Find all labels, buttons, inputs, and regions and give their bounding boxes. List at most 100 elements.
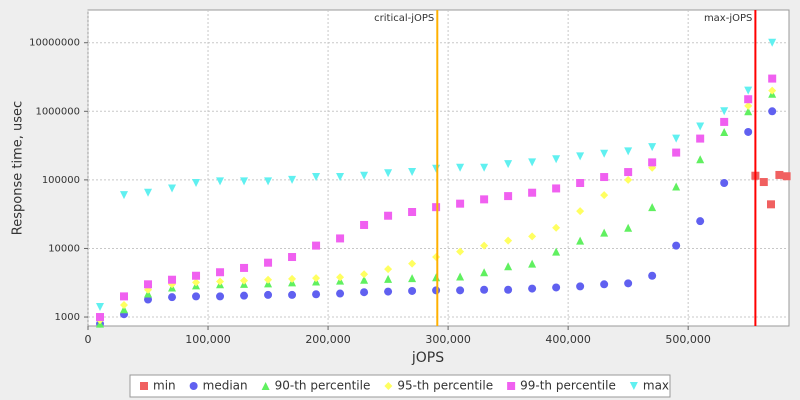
marker bbox=[720, 117, 729, 126]
marker bbox=[552, 155, 561, 164]
marker bbox=[552, 223, 561, 232]
marker bbox=[408, 286, 417, 295]
marker bbox=[408, 274, 417, 283]
marker bbox=[360, 220, 369, 229]
marker bbox=[672, 241, 681, 250]
x-tick-label: 100,000 bbox=[185, 333, 231, 346]
marker bbox=[720, 107, 729, 116]
marker bbox=[336, 173, 345, 182]
marker bbox=[600, 173, 609, 182]
marker bbox=[192, 271, 201, 280]
marker bbox=[576, 236, 585, 245]
marker bbox=[504, 160, 513, 169]
legend-marker bbox=[384, 382, 393, 390]
marker bbox=[696, 122, 705, 131]
marker bbox=[288, 274, 297, 283]
marker bbox=[672, 148, 681, 157]
marker bbox=[624, 147, 633, 156]
x-tick-label: 300,000 bbox=[425, 333, 471, 346]
marker bbox=[600, 191, 609, 200]
marker bbox=[576, 282, 585, 291]
marker bbox=[696, 134, 705, 143]
y-axis-label: Response time, usec bbox=[11, 101, 26, 235]
marker bbox=[624, 279, 633, 288]
marker bbox=[552, 283, 561, 292]
marker bbox=[168, 275, 177, 284]
marker bbox=[480, 268, 489, 277]
marker bbox=[600, 228, 609, 237]
marker bbox=[480, 285, 489, 294]
legend bbox=[129, 374, 671, 398]
marker bbox=[744, 107, 753, 116]
marker bbox=[576, 179, 585, 188]
marker bbox=[552, 184, 561, 193]
legend-marker bbox=[629, 382, 638, 390]
legend-label: 99-th percentile bbox=[520, 379, 616, 393]
marker bbox=[216, 277, 225, 286]
marker bbox=[216, 177, 225, 186]
legend-marker bbox=[140, 382, 148, 390]
marker bbox=[96, 313, 105, 322]
marker bbox=[120, 305, 129, 314]
marker bbox=[336, 289, 345, 298]
y-tick-label: 100000 bbox=[42, 175, 80, 186]
marker bbox=[576, 152, 585, 161]
y-tick-label: 1000000 bbox=[35, 106, 80, 117]
marker bbox=[744, 95, 753, 104]
marker bbox=[432, 286, 441, 295]
y-tick-label: 10000 bbox=[48, 243, 80, 254]
legend-label: max bbox=[643, 379, 669, 393]
marker bbox=[624, 168, 633, 177]
marker bbox=[192, 179, 201, 188]
marker bbox=[552, 247, 561, 256]
marker bbox=[312, 290, 321, 299]
marker bbox=[768, 107, 777, 116]
marker bbox=[744, 86, 753, 95]
marker bbox=[120, 300, 129, 309]
marker bbox=[240, 276, 249, 285]
marker bbox=[456, 199, 465, 208]
marker bbox=[144, 188, 153, 197]
annotation-label: critical-jOPS bbox=[374, 13, 434, 24]
marker bbox=[528, 284, 537, 293]
marker bbox=[312, 173, 321, 182]
marker bbox=[264, 290, 273, 299]
marker bbox=[759, 178, 768, 187]
marker bbox=[624, 175, 633, 184]
marker bbox=[360, 275, 369, 284]
marker bbox=[192, 278, 201, 287]
marker bbox=[288, 175, 297, 184]
marker bbox=[480, 163, 489, 172]
marker bbox=[408, 168, 417, 177]
marker bbox=[192, 292, 201, 301]
marker bbox=[528, 259, 537, 268]
marker bbox=[782, 172, 791, 181]
legend-label: median bbox=[203, 379, 248, 393]
marker bbox=[528, 188, 537, 197]
marker bbox=[720, 127, 729, 136]
x-tick-label: 0 bbox=[85, 333, 92, 346]
marker bbox=[528, 232, 537, 241]
marker bbox=[384, 274, 393, 283]
marker bbox=[408, 208, 417, 217]
marker bbox=[744, 127, 753, 136]
marker bbox=[216, 292, 225, 301]
marker bbox=[624, 223, 633, 232]
marker bbox=[120, 191, 129, 200]
marker bbox=[600, 149, 609, 158]
marker bbox=[480, 241, 489, 250]
marker bbox=[336, 234, 345, 243]
marker bbox=[528, 158, 537, 167]
marker bbox=[672, 134, 681, 143]
marker bbox=[120, 292, 129, 301]
x-tick-label: 500,000 bbox=[665, 333, 711, 346]
marker bbox=[456, 272, 465, 281]
marker bbox=[504, 192, 513, 201]
legend-marker bbox=[189, 382, 198, 390]
marker bbox=[168, 184, 177, 193]
legend-label: 95-th percentile bbox=[397, 379, 493, 393]
marker bbox=[696, 217, 705, 226]
legend-marker bbox=[261, 382, 270, 390]
marker bbox=[312, 241, 321, 250]
